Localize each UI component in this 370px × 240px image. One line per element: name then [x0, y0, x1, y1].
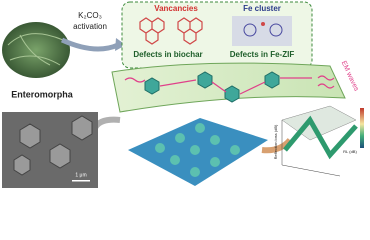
scale-bar [72, 180, 90, 182]
graphical-abstract: Enteromorpha K₂CO₃ activation Vancancies… [2, 1, 364, 188]
reagent-label: K₂CO₃ [78, 11, 102, 20]
plot-z-label: Reflection loss (dB) [273, 124, 278, 159]
plot-axis [281, 164, 341, 177]
source-label: Enteromorpha [11, 89, 74, 99]
vacancies-label: Vancancies [154, 4, 198, 13]
scale-label: 1 μm [75, 172, 86, 178]
rl-surface [283, 115, 358, 160]
wave-arrows [124, 75, 335, 95]
biochar-defects-label: Defects in biochar [133, 50, 202, 59]
zif-particles [144, 71, 280, 103]
sem-crystals [13, 115, 93, 176]
colorbar-label: RL (dB) [343, 149, 357, 154]
colorbar [360, 108, 364, 148]
algae-texture [7, 33, 64, 66]
right-arrow [261, 137, 293, 154]
zif-defects-label: Defects in Fe-ZIF [230, 50, 295, 59]
biochar-lattice [139, 17, 203, 45]
left-arrow [92, 116, 121, 130]
process-label: activation [73, 22, 107, 31]
composite-particles [155, 123, 240, 177]
em-waves-label: EM waves [340, 60, 360, 93]
zif-structure [232, 16, 292, 46]
fe-cluster-label: Fe cluster [243, 4, 281, 13]
enteromorpha-photo [2, 22, 70, 78]
arrow-head [115, 38, 126, 51]
activation-arrow [60, 37, 119, 52]
